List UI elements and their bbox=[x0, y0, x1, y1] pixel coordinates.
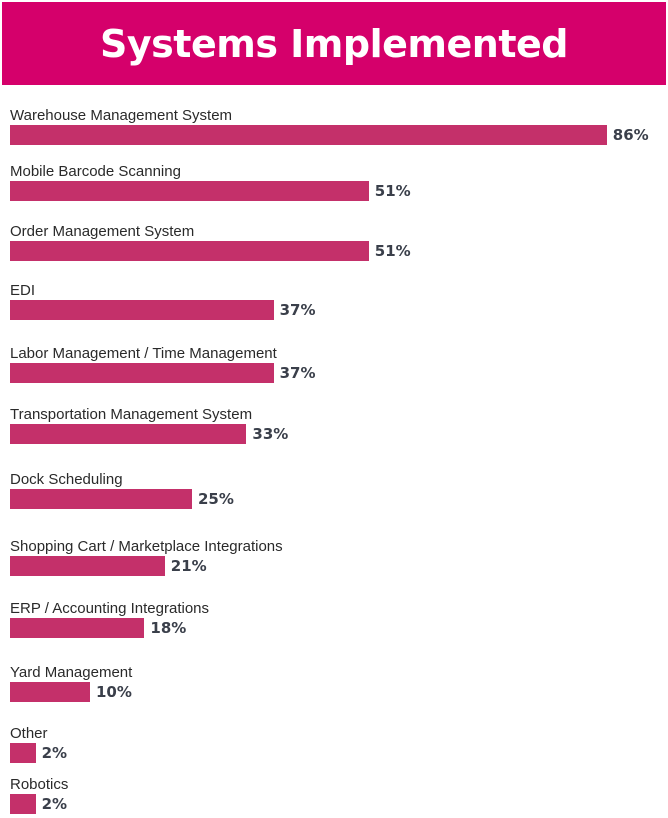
value-label: 86% bbox=[612, 126, 649, 144]
category-label: Labor Management / Time Management bbox=[10, 345, 277, 362]
category-label: Robotics bbox=[10, 776, 69, 793]
bar bbox=[10, 181, 369, 201]
bar bbox=[10, 618, 145, 638]
bar bbox=[10, 300, 274, 320]
value-label: 37% bbox=[279, 364, 316, 382]
value-label: 37% bbox=[279, 301, 316, 319]
value-label: 2% bbox=[41, 795, 68, 813]
category-label: EDI bbox=[10, 282, 36, 299]
value-label: 18% bbox=[150, 619, 187, 637]
category-label: Warehouse Management System bbox=[10, 107, 233, 124]
value-label: 51% bbox=[374, 182, 411, 200]
bar bbox=[10, 125, 607, 145]
value-label: 33% bbox=[252, 425, 289, 443]
bar bbox=[10, 794, 36, 814]
bar bbox=[10, 363, 274, 383]
bar bbox=[10, 241, 369, 261]
category-label: Shopping Cart / Marketplace Integrations bbox=[10, 538, 283, 555]
bar bbox=[10, 556, 165, 576]
bar bbox=[10, 682, 90, 702]
title-banner: Systems Implemented bbox=[2, 2, 666, 85]
chart-title: Systems Implemented bbox=[100, 21, 568, 66]
value-label: 21% bbox=[170, 557, 207, 575]
value-label: 25% bbox=[198, 490, 234, 508]
category-label: Other bbox=[10, 725, 48, 742]
category-label: Mobile Barcode Scanning bbox=[10, 163, 181, 180]
bar bbox=[10, 743, 36, 763]
value-label: 51% bbox=[374, 242, 411, 260]
bar bbox=[10, 489, 192, 509]
value-label: 2% bbox=[41, 744, 68, 762]
category-label: ERP / Accounting Integrations bbox=[10, 600, 210, 617]
category-label: Yard Management bbox=[10, 664, 133, 681]
category-label: Dock Scheduling bbox=[10, 471, 123, 488]
category-label: Transportation Management System bbox=[10, 406, 253, 423]
value-label: 10% bbox=[96, 683, 132, 701]
category-label: Order Management System bbox=[10, 223, 195, 240]
bar bbox=[10, 424, 247, 444]
